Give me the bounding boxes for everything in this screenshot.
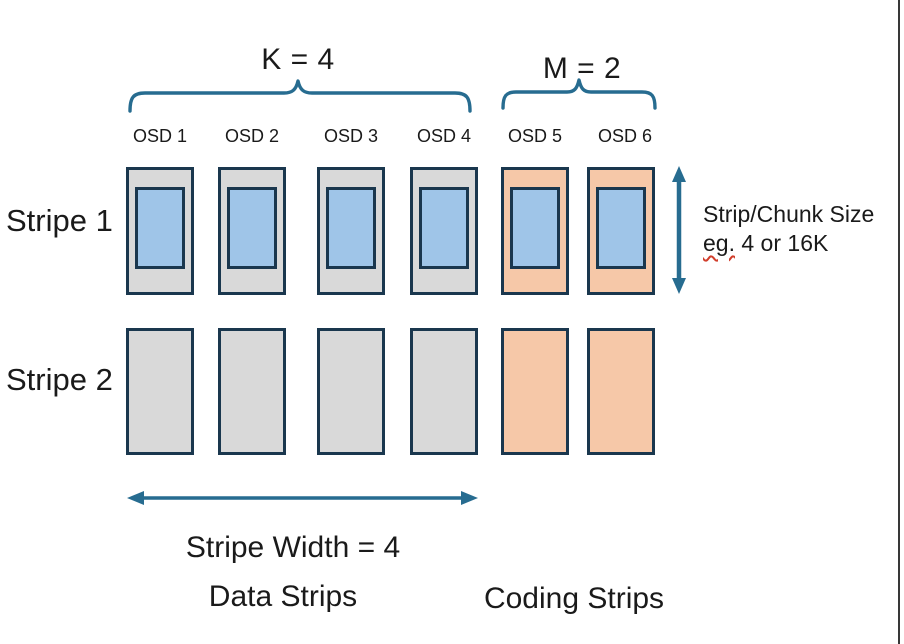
m-group-label: M = 2 <box>542 52 622 85</box>
osd1-column-label: OSD 1 <box>132 126 188 146</box>
stripe1-osd5-chunk <box>510 187 560 269</box>
osd5-column-label: OSD 5 <box>507 126 563 146</box>
coding-strips-label: Coding Strips <box>483 582 665 615</box>
right-edge-divider-line <box>898 0 900 644</box>
stripe1-osd6-chunk <box>596 187 646 269</box>
stripe1-osd4-chunk <box>419 187 469 269</box>
osd6-column-label: OSD 6 <box>597 126 653 146</box>
stripe2-osd4-data-strip <box>410 328 478 455</box>
stripe2-osd6-coding-strip <box>587 328 655 455</box>
stripe2-osd5-coding-strip <box>501 328 569 455</box>
stripe1-osd1-data-strip <box>126 167 194 295</box>
stripe2-osd1-data-strip <box>126 328 194 455</box>
stripe1-osd6-coding-strip <box>587 167 655 295</box>
stripe1-osd1-chunk <box>135 187 185 269</box>
stripe-width-label: Stripe Width = 4 <box>185 531 401 564</box>
data-strips-label: Data Strips <box>208 580 358 613</box>
chunk-size-eg-misspelled: eg. <box>703 230 735 256</box>
stripe1-osd2-data-strip <box>218 167 286 295</box>
stripe2-osd3-data-strip <box>317 328 385 455</box>
stripe1-osd4-data-strip <box>410 167 478 295</box>
chunk-size-line1: Strip/Chunk Size <box>703 201 875 227</box>
chunk-size-arrow-icon <box>672 166 686 294</box>
stripe2-osd2-data-strip <box>218 328 286 455</box>
stripe1-osd2-chunk <box>227 187 277 269</box>
chunk-size-line2-rest: 4 or 16K <box>734 230 829 256</box>
stripe1-osd3-chunk <box>326 187 376 269</box>
osd4-column-label: OSD 4 <box>416 126 472 146</box>
stripe-width-arrow-icon <box>127 491 478 505</box>
chunk-size-line2: eg. 4 or 16K <box>703 229 874 258</box>
stripe2-row-label: Stripe 2 <box>6 362 113 397</box>
k-group-label: K = 4 <box>261 43 335 76</box>
osd2-column-label: OSD 2 <box>224 126 280 146</box>
k-brace-icon <box>128 79 472 113</box>
stripe1-osd5-coding-strip <box>501 167 569 295</box>
osd3-column-label: OSD 3 <box>323 126 379 146</box>
stripe1-row-label: Stripe 1 <box>6 203 113 238</box>
chunk-size-annotation: Strip/Chunk Size eg. 4 or 16K <box>703 200 874 258</box>
stripe1-osd3-data-strip <box>317 167 385 295</box>
